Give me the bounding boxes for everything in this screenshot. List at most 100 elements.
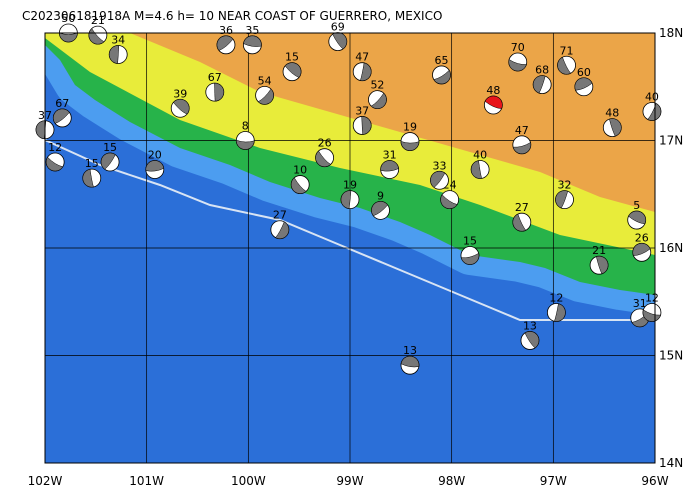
depth-label: 15: [285, 51, 299, 64]
depth-label: 70: [511, 41, 525, 54]
focal-mechanism: 15: [460, 235, 480, 265]
depth-label: 39: [173, 87, 187, 100]
compression-quadrant: [647, 103, 662, 121]
depth-label: 31: [633, 297, 647, 310]
compression-quadrant: [557, 56, 572, 75]
focal-mechanism: 40: [470, 149, 490, 179]
compression-quadrant: [460, 252, 480, 265]
compression-quadrant: [524, 331, 540, 349]
compression-quadrant: [45, 156, 64, 172]
focal-mechanism: 12: [45, 141, 65, 172]
compression-quadrant: [380, 160, 399, 172]
frame: [44, 32, 656, 464]
focal-mechanism: 47: [352, 51, 372, 82]
compression-quadrant: [257, 88, 274, 105]
lon-label: 102W: [28, 474, 63, 488]
depth-label: 27: [515, 201, 529, 214]
lon-label: 96W: [641, 474, 668, 488]
lon-label: 101W: [129, 474, 164, 488]
depth-label: 32: [558, 179, 572, 192]
focal-mechanism: 67: [52, 97, 72, 128]
compression-quadrant: [512, 213, 527, 232]
lat-label: 15N: [659, 349, 683, 363]
lat-label: 17N: [659, 134, 683, 148]
depth-label: 34: [111, 34, 125, 47]
focal-mechanism: 19: [400, 121, 420, 151]
depth-label: 15: [103, 141, 117, 154]
compression-quadrant: [433, 69, 451, 85]
focal-mechanism: 65: [432, 54, 451, 85]
compression-quadrant: [400, 141, 420, 151]
focal-mechanism: 32: [555, 179, 574, 210]
depth-label: 33: [432, 159, 446, 172]
focal-mechanism: 5: [627, 199, 647, 230]
focal-mechanism: 31: [380, 149, 400, 179]
focal-mechanism: 15: [100, 141, 120, 172]
depth-label: 40: [473, 149, 487, 162]
focal-mechanism: 48: [483, 84, 503, 115]
lon-label: 97W: [540, 474, 567, 488]
focal-mechanism: 27: [270, 209, 290, 240]
depth-label: 69: [331, 21, 345, 34]
depth-label: 19: [403, 121, 417, 134]
compression-quadrant: [243, 35, 262, 47]
focal-mechanism: 60: [574, 66, 594, 97]
lat-label: 14N: [659, 456, 683, 470]
depth-label: 48: [486, 84, 500, 97]
focal-mechanism: 48: [602, 107, 622, 137]
focal-mechanism: 68: [532, 64, 552, 94]
depth-label: 12: [48, 141, 62, 154]
focal-mechanism: 71: [557, 44, 576, 75]
compression-quadrant: [370, 92, 387, 109]
compression-quadrant: [574, 77, 593, 91]
focal-mechanism: 13: [520, 319, 540, 350]
depth-label: 13: [523, 319, 537, 332]
depth-label: 27: [273, 209, 287, 222]
focal-mechanism: 20: [145, 149, 165, 179]
depth-label: 12: [645, 292, 659, 305]
depth-label: 71: [560, 44, 574, 57]
compression-quadrant: [59, 32, 78, 43]
depth-label: 37: [355, 104, 369, 117]
focal-mechanism: 19: [340, 179, 360, 210]
lat-label: 16N: [659, 241, 683, 255]
compression-quadrant: [236, 139, 255, 150]
compression-quadrant: [360, 62, 372, 81]
depth-label: 67: [208, 71, 222, 84]
depth-label: 26: [318, 137, 332, 150]
focal-mechanism: 26: [632, 231, 652, 262]
trench: [45, 139, 655, 321]
depth-label: 35: [245, 24, 259, 37]
compression-quadrant: [596, 255, 609, 275]
events: 50 21 34 36 35 69 47 65 70 71 68 60 48 48 40 47 12 15 15 20…: [35, 12, 662, 375]
depth-label: 47: [355, 51, 369, 64]
compression-quadrant: [145, 160, 165, 172]
depth-label: 5: [633, 199, 640, 212]
title: C202306181918A M=4.6 h= 10 NEAR COAST OF…: [22, 9, 442, 23]
depth-label: 21: [592, 244, 606, 257]
depth-label: 52: [370, 79, 384, 92]
compression-quadrant: [532, 75, 546, 94]
compression-quadrant: [554, 303, 566, 322]
compression-quadrant: [470, 160, 483, 179]
depth-label: 20: [148, 149, 162, 162]
focal-mechanism: 21: [88, 14, 108, 45]
compression-quadrant: [632, 243, 651, 256]
depth-label: 65: [435, 54, 449, 67]
compression-quadrant: [214, 82, 225, 102]
compression-quadrant: [284, 62, 302, 78]
focal-mechanism: 35: [242, 24, 262, 55]
lon-label: 100W: [231, 474, 266, 488]
compression-quadrant: [82, 168, 94, 188]
compression-quadrant: [100, 152, 116, 170]
focal-mechanism: 54: [255, 74, 275, 105]
compression-quadrant: [371, 201, 389, 217]
focal-mechanism: 67: [205, 71, 225, 102]
compression-quadrant: [440, 194, 458, 209]
focal-mechanism: 10: [290, 164, 310, 194]
depth-label: 47: [515, 124, 529, 137]
compression-quadrant: [340, 190, 352, 209]
focal-mechanism: 37: [352, 104, 372, 135]
